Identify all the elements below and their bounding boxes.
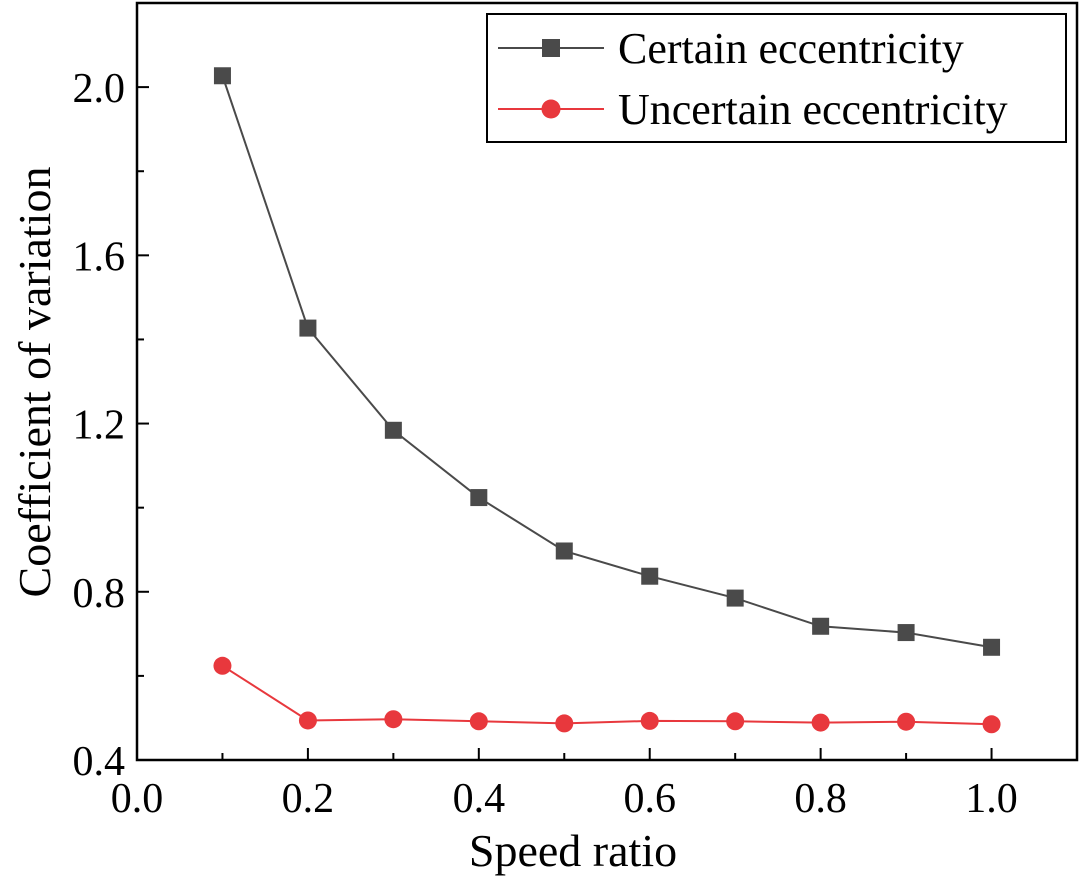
data-point bbox=[897, 624, 915, 642]
data-point bbox=[384, 421, 402, 439]
x-tick-label: 0.2 bbox=[282, 776, 335, 822]
data-point bbox=[213, 656, 232, 675]
data-point bbox=[812, 617, 830, 635]
legend-marker-certain bbox=[542, 39, 560, 57]
legend: Certain eccentricity Uncertain eccentric… bbox=[486, 13, 1067, 143]
data-point bbox=[555, 542, 573, 560]
series-line bbox=[221, 664, 992, 726]
legend-label-uncertain: Uncertain eccentricity bbox=[618, 85, 1008, 134]
x-tick-label: 0.0 bbox=[111, 776, 164, 822]
series-line bbox=[221, 75, 992, 649]
plot-frame bbox=[135, 1, 1079, 762]
x-tick-label: 0.6 bbox=[623, 776, 676, 822]
series-0 bbox=[213, 67, 1001, 656]
y-tick-label: 0.8 bbox=[73, 571, 126, 617]
data-point bbox=[897, 712, 916, 731]
data-point bbox=[213, 67, 231, 85]
data-point bbox=[469, 712, 488, 731]
legend-box bbox=[486, 13, 1067, 143]
data-point bbox=[983, 638, 1001, 656]
x-tick-label: 0.4 bbox=[453, 776, 506, 822]
x-axis: 0.0 0.2 0.4 0.6 0.8 1.0 bbox=[111, 748, 1018, 822]
y-tick-label: 2.0 bbox=[73, 66, 126, 112]
data-point bbox=[555, 714, 574, 733]
x-tick-label: 1.0 bbox=[965, 776, 1018, 822]
y-axis-title: Coefficient of variation bbox=[9, 167, 60, 598]
legend-marker-uncertain bbox=[541, 99, 561, 119]
data-point bbox=[299, 319, 317, 337]
data-point bbox=[811, 713, 830, 732]
data-point bbox=[726, 712, 745, 731]
data-point bbox=[470, 489, 488, 507]
y-tick-label: 0.4 bbox=[73, 739, 126, 785]
series-layer bbox=[213, 67, 1001, 734]
x-axis-title: Speed ratio bbox=[469, 825, 677, 876]
data-point bbox=[641, 567, 659, 585]
data-point bbox=[982, 715, 1001, 734]
data-point bbox=[384, 710, 403, 729]
series-1 bbox=[213, 656, 1001, 734]
y-tick-label: 1.6 bbox=[73, 234, 126, 280]
x-tick-label: 0.8 bbox=[794, 776, 847, 822]
data-point bbox=[298, 711, 317, 730]
data-point bbox=[726, 589, 744, 607]
y-axis: 0.4 0.8 1.2 1.6 2.0 bbox=[73, 66, 149, 785]
legend-label-certain: Certain eccentricity bbox=[618, 24, 964, 73]
data-point bbox=[640, 711, 659, 730]
y-tick-label: 1.2 bbox=[73, 403, 126, 449]
